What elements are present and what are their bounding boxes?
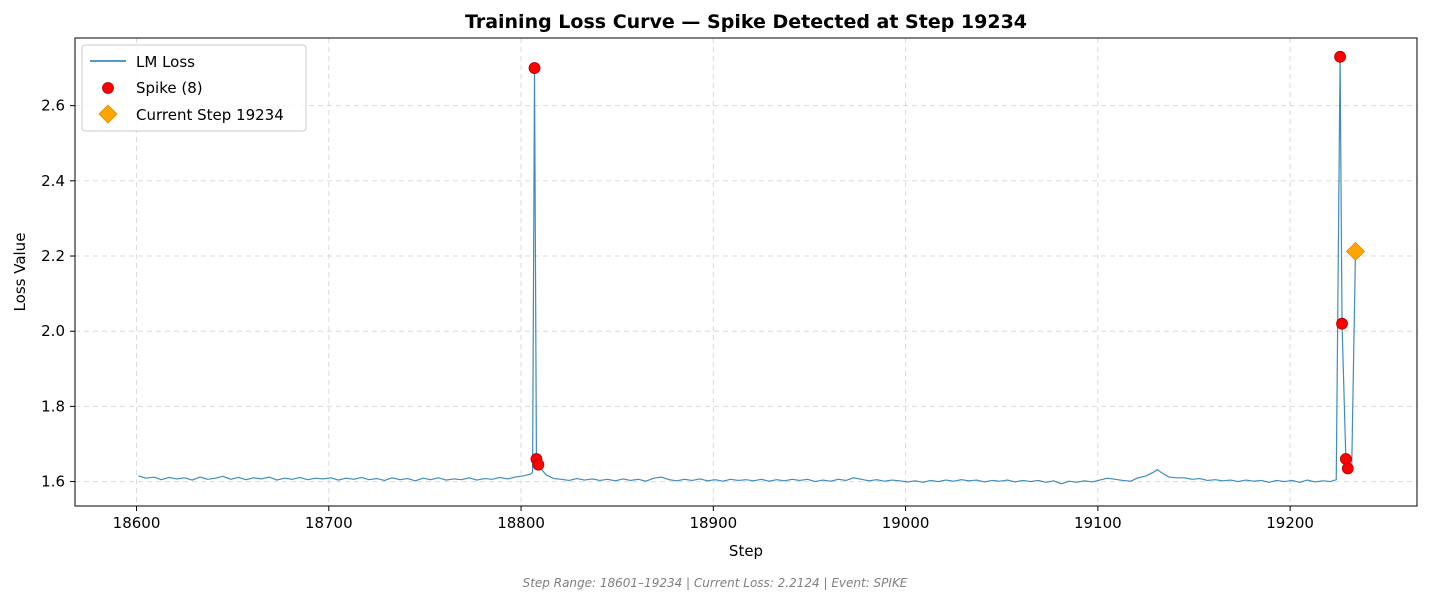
- y-tick-label: 2.4: [41, 172, 65, 190]
- legend-label-lm-loss: LM Loss: [136, 53, 195, 71]
- x-tick-label: 19000: [882, 514, 930, 532]
- y-axis-label: Loss Value: [11, 233, 29, 312]
- current-step-point: [1345, 241, 1366, 261]
- x-axis-label: Step: [729, 542, 763, 560]
- y-axis: 1.6 1.8 2.0 2.2 2.4 2.6: [41, 97, 75, 491]
- lm-loss-series-line: [138, 56, 1357, 485]
- legend-current-step-diamond-icon: [98, 104, 118, 124]
- plot-frame: [74, 37, 1418, 507]
- x-tick-label: 18900: [689, 514, 737, 532]
- footer-summary: Step Range: 18601–19234 | Current Loss: …: [523, 576, 908, 590]
- spike-point: [528, 62, 541, 74]
- spike-point: [532, 458, 545, 471]
- x-tick-label: 18600: [113, 514, 161, 532]
- x-axis: 18600 18700 18800 18900 19000 19100 19200: [113, 506, 1314, 532]
- y-tick-label: 2.0: [41, 322, 65, 340]
- plot-area: [138, 50, 1366, 485]
- x-tick-label: 18700: [305, 514, 353, 532]
- legend-spike-marker-icon: [102, 82, 114, 94]
- legend-box: [81, 44, 307, 132]
- spike-point: [1341, 462, 1354, 475]
- chart-title: Training Loss Curve — Spike Detected at …: [465, 11, 1027, 33]
- legend-label-current-step: Current Step 19234: [136, 106, 284, 124]
- legend-label-spike: Spike (8): [136, 79, 203, 97]
- x-tick-label: 19100: [1074, 514, 1122, 532]
- x-tick-label: 19200: [1266, 514, 1314, 532]
- spike-point: [1334, 50, 1346, 63]
- spike-point: [1336, 317, 1348, 330]
- y-tick-label: 2.2: [41, 247, 65, 265]
- y-tick-label: 2.6: [41, 97, 65, 115]
- y-tick-label: 1.8: [41, 397, 65, 415]
- x-tick-label: 18800: [497, 514, 545, 532]
- y-tick-label: 1.6: [41, 473, 65, 491]
- legend: LM Loss Spike (8) Current Step 19234: [81, 44, 307, 132]
- grid: [75, 38, 1417, 506]
